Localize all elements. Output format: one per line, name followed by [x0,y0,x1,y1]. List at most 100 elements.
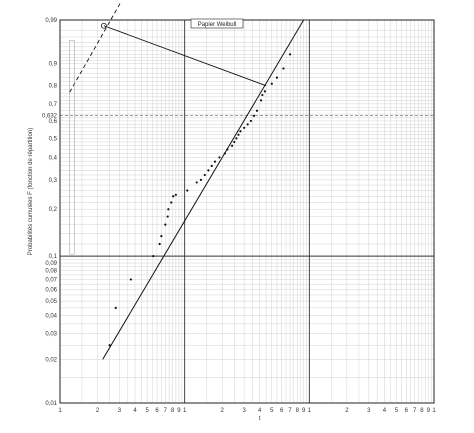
y-tick-label: 0,03 [45,332,57,338]
x-tick-label: 2 [221,408,225,414]
x-tick-label: 8 [420,408,424,414]
y-tick-label: 0,7 [49,102,58,108]
y-tick-label: 0,99 [45,18,57,24]
data-points [108,53,292,347]
y-tick-label: 0,9 [49,61,58,67]
data-point [226,148,229,151]
data-point [158,242,161,246]
data-point [259,99,263,102]
y-tick-label: 0,4 [49,155,58,161]
data-point [255,109,259,112]
x-tick-label: 7 [164,408,168,414]
x-tick-label: 5 [395,408,399,414]
y-tick-label: 0,04 [45,313,57,319]
x-tick-label: 9 [302,408,306,414]
data-point [282,67,285,70]
y-tick-label: 0,8 [49,84,58,90]
y-tick-label: 0,09 [45,261,57,267]
data-point [199,178,203,181]
slope-reference-line [69,3,121,93]
x-tick-label: 3 [367,408,371,414]
y-tick-label: 0,05 [45,299,57,305]
x-tick-label: 1 [58,408,62,414]
x-tick-label: 3 [242,408,246,414]
data-point [114,306,117,309]
x-tick-label: 9 [177,408,181,414]
x-tick-label: 2 [96,408,100,414]
data-point [288,53,292,56]
x-tick-label: 1 [432,408,436,414]
data-point [186,189,189,192]
y-tick-label: 0,07 [45,277,57,283]
fit-line [102,19,305,360]
x-tick-label: 6 [280,408,284,414]
data-point [235,137,238,140]
data-point [129,278,132,281]
data-point [210,164,213,167]
data-point [252,114,256,117]
data-point [203,173,206,177]
data-point [166,215,169,218]
data-point [172,195,175,198]
data-point [246,123,249,126]
y-tick-label: 0,02 [45,357,57,363]
origin-marker [101,22,107,29]
x-tick-label: 3 [118,408,122,414]
data-point [213,160,217,163]
data-point [223,152,226,155]
x-tick-label: 7 [288,408,292,414]
data-point [152,255,155,258]
x-tick-label: 4 [258,408,262,414]
y-tick-label: 0,1 [49,254,58,260]
x-tick-label: 6 [405,408,409,414]
x-tick-label: 8 [171,408,175,414]
data-point [239,130,242,133]
data-point [167,208,170,211]
data-point [170,201,173,204]
data-point [108,344,111,347]
data-point [270,82,273,85]
data-point [263,90,266,93]
plot-frame [59,19,435,404]
data-point [207,169,210,172]
x-tick-label: 4 [383,408,387,414]
y-tick-label: 0,5 [49,136,58,142]
data-point [218,156,221,159]
data-point [230,144,234,147]
y-tick-label: 0,06 [45,287,57,293]
x-tick-label: 1 [308,408,312,414]
x-tick-label: 5 [145,408,149,414]
data-point [195,181,198,184]
x-tick-label: 8 [296,408,300,414]
data-point [164,223,167,226]
y-tick-label: 0,2 [49,207,58,213]
x-tick-label: 1 [183,408,187,414]
y-tick-label: 0,01 [45,401,57,407]
data-point [243,126,246,129]
x-tick-label: 6 [155,408,159,414]
x-axis-label: t [259,416,261,422]
x-tick-label: 7 [413,408,417,414]
guide-line [103,25,267,87]
bracket-marker [69,40,75,255]
y-tick-label: 0,3 [49,178,58,184]
y-tick-label: 0,6 [49,119,58,125]
chart-title: Papier Weibull [198,22,237,28]
data-point [160,235,163,238]
y-tick-label: 0,632 [42,113,58,119]
title-box [190,18,244,29]
data-point [249,119,253,123]
y-tick-label: 0,08 [45,269,57,275]
data-point [233,140,236,144]
y-axis-label: Probabilités cumulées F (fonction de rép… [28,128,34,255]
x-tick-label: 4 [133,408,137,414]
minor-grid [59,20,434,404]
x-tick-label: 5 [270,408,274,414]
x-tick-label: 9 [427,408,431,414]
x-tick-label: 2 [345,408,349,414]
data-point [275,76,279,79]
data-point [174,193,177,196]
